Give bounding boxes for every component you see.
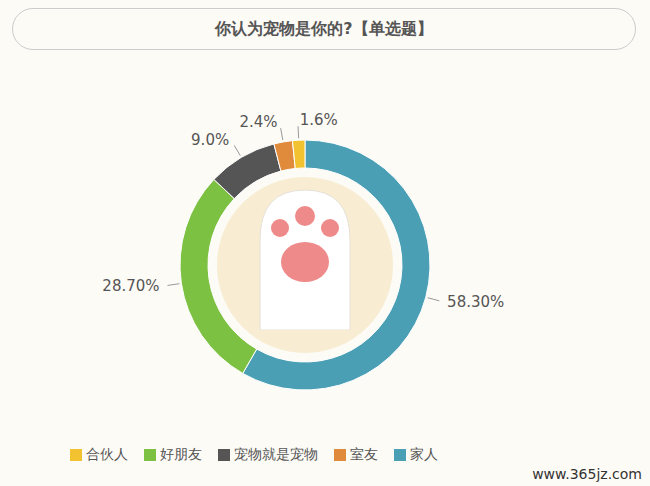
svg-text:28.70%: 28.70% — [102, 277, 159, 295]
html-text:好朋友: 好朋友 — [160, 446, 202, 462]
svg-text:1.6%: 1.6% — [300, 111, 338, 129]
html-text:室友: 室友 — [350, 446, 378, 462]
svg-text:9.0%: 9.0% — [191, 131, 229, 149]
svg-text:2.4%: 2.4% — [240, 113, 278, 131]
html-text:家人: 家人 — [410, 446, 438, 462]
html-text:你认为宠物是你的?【单选题】: 你认为宠物是你的?【单选题】 — [215, 18, 433, 38]
html-text:宠物就是宠物: 宠物就是宠物 — [234, 446, 318, 462]
html-text:合伙人: 合伙人 — [86, 446, 128, 462]
svg-text:58.30%: 58.30% — [447, 293, 504, 311]
html-text:www.365jz.com: www.365jz.com — [532, 466, 642, 482]
